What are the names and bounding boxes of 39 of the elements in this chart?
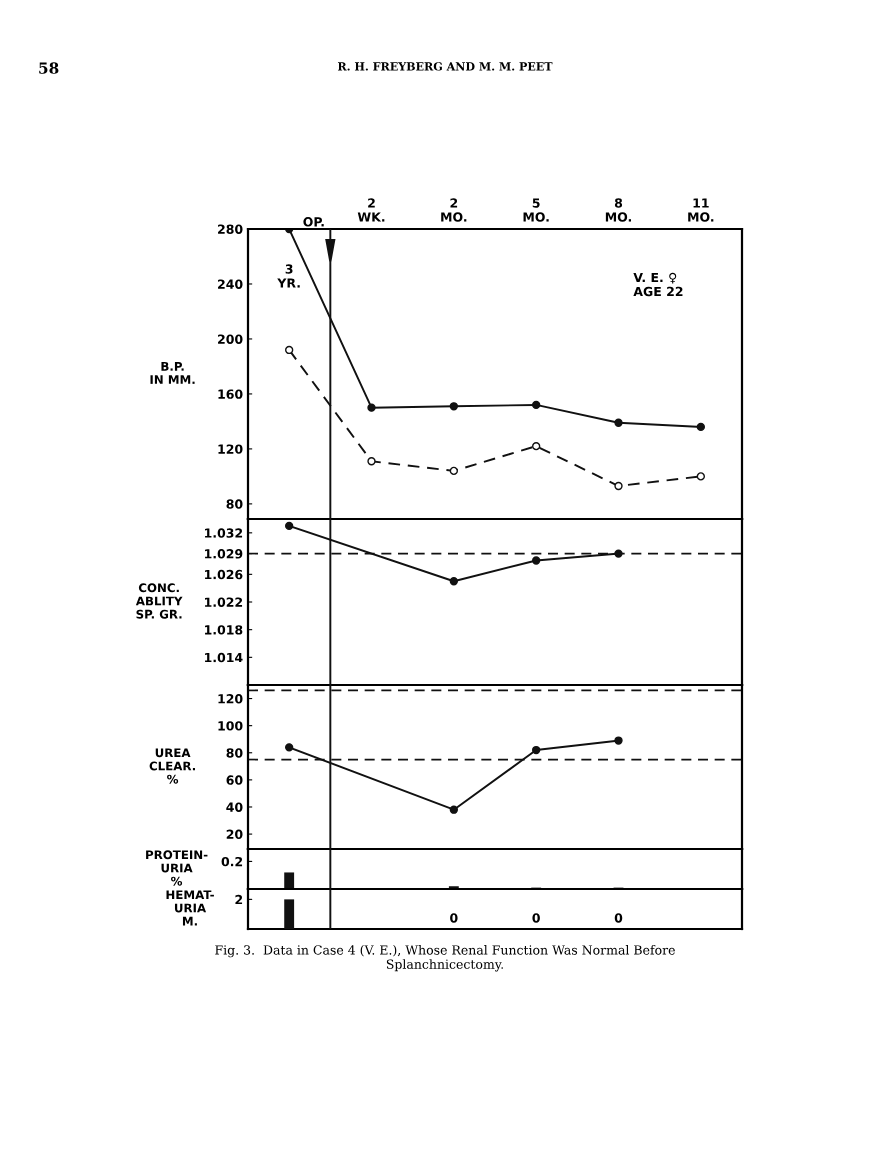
x-tick-label: 2 MO. [441, 198, 467, 222]
y-tick-label: 240 [218, 279, 243, 289]
y-axis-title: HEMAT- URIA M. [166, 890, 214, 926]
y-tick-label: 1.018 [205, 625, 243, 635]
x-tick-label: 5 MO. [523, 198, 549, 222]
caption: Fig. 3. Data in Case 4 (V. E.), Whose Renal Function Was Normal Before Splanchnicectomy. [215, 945, 675, 972]
y-tick-label: 40 [226, 802, 243, 812]
y-tick-label: 0.2 [221, 856, 243, 867]
y-tick-label: 160 [218, 389, 243, 399]
annotation: 3 YR. [277, 264, 300, 288]
data-label: 0 [532, 913, 540, 923]
x-tick-label: 8 MO. [605, 198, 631, 222]
x-tick-label: 11 MO. [688, 198, 714, 222]
y-tick-label: 60 [226, 775, 243, 785]
x-tick-label: 2 WK. [357, 198, 385, 222]
text: OP. [303, 217, 324, 227]
y-tick-label: 100 [218, 721, 243, 731]
y-tick-label: 80 [226, 748, 243, 758]
text: 58 [39, 62, 59, 74]
data-label: 0 [614, 913, 623, 923]
y-tick-label: 120 [218, 444, 243, 454]
y-tick-label: 120 [218, 694, 243, 704]
y-axis-title: B.P. IN MM. [150, 362, 195, 384]
y-tick-label: 1.026 [205, 569, 243, 580]
data-label: 0 [450, 913, 458, 923]
y-tick-label: 80 [226, 499, 243, 509]
y-tick-label: 2 [235, 894, 243, 905]
y-tick-label: 20 [226, 829, 243, 840]
y-tick-label: 1.014 [205, 652, 243, 663]
y-tick-label: 1.029 [205, 549, 243, 559]
text: R. H. FREYBERG AND M. M. PEET [337, 62, 553, 71]
y-tick-label: 280 [218, 224, 243, 234]
y-axis-title: CONC. ABLITY SP. GR. [135, 583, 183, 619]
y-axis-title: UREA CLEAR. % [149, 748, 195, 784]
y-axis-title: PROTEIN- URIA % [146, 850, 208, 886]
y-tick-label: 1.022 [205, 597, 243, 607]
annotation: V. E. ♀ AGE 22 [633, 272, 683, 297]
y-tick-label: 200 [218, 334, 243, 344]
y-tick-label: 1.032 [205, 528, 243, 538]
